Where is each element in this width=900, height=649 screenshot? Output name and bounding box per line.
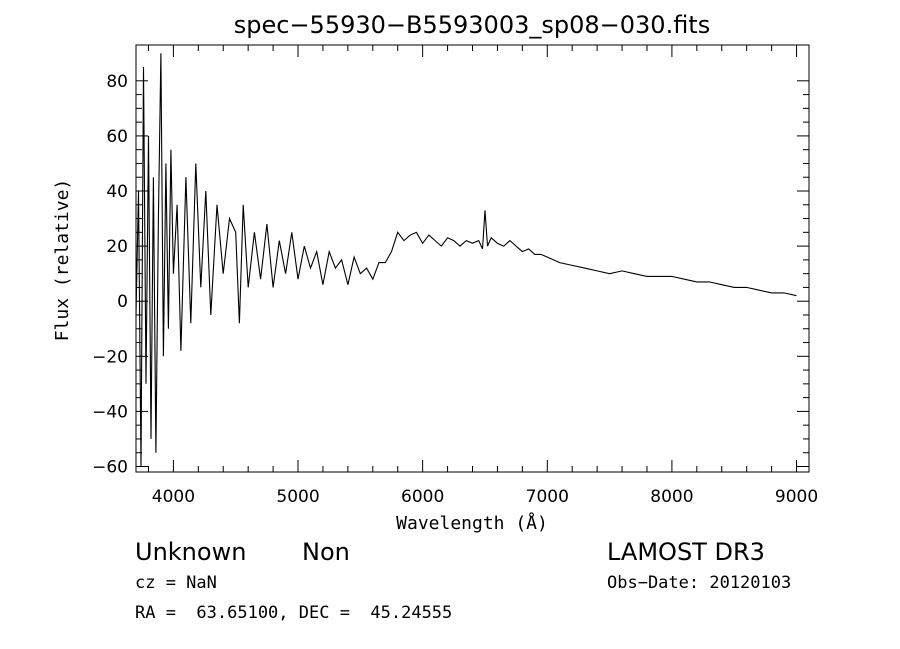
x-tick-label: 8000 bbox=[650, 487, 693, 507]
series-line-flux bbox=[135, 53, 797, 467]
y-tick-label: −20 bbox=[92, 347, 128, 367]
y-tick-label: 0 bbox=[117, 292, 128, 312]
y-axis-ticks: −60 −40 −20 0 20 40 60 80 bbox=[92, 72, 809, 477]
y-axis-label: Flux (relative) bbox=[52, 179, 73, 342]
x-axis-label: Wavelength (Å) bbox=[396, 512, 548, 534]
chart-title: spec−55930−B5593003_sp08−030.fits bbox=[234, 11, 710, 39]
obs-date-value: Obs−Date: 20120103 bbox=[607, 573, 792, 593]
x-tick-label: 7000 bbox=[526, 487, 569, 507]
x-axis-ticks: 4000 5000 6000 7000 8000 9000 bbox=[147, 45, 818, 507]
x-tick-label: 6000 bbox=[401, 487, 444, 507]
x-tick-label: 9000 bbox=[775, 487, 818, 507]
x-tick-label: 5000 bbox=[276, 487, 319, 507]
object-type-label: Unknown bbox=[135, 538, 247, 566]
cz-value: cz = NaN bbox=[135, 573, 217, 593]
subclass-label: Non bbox=[302, 538, 350, 566]
y-tick-label: −40 bbox=[92, 402, 128, 422]
y-tick-label: −60 bbox=[92, 457, 128, 477]
y-tick-label: 20 bbox=[106, 237, 128, 257]
survey-label: LAMOST DR3 bbox=[607, 538, 765, 566]
y-tick-label: 40 bbox=[106, 182, 128, 202]
coordinates-value: RA = 63.65100, DEC = 45.24555 bbox=[135, 603, 453, 623]
x-tick-label: 4000 bbox=[152, 487, 195, 507]
y-tick-label: 80 bbox=[106, 72, 128, 92]
y-tick-label: 60 bbox=[106, 127, 128, 147]
